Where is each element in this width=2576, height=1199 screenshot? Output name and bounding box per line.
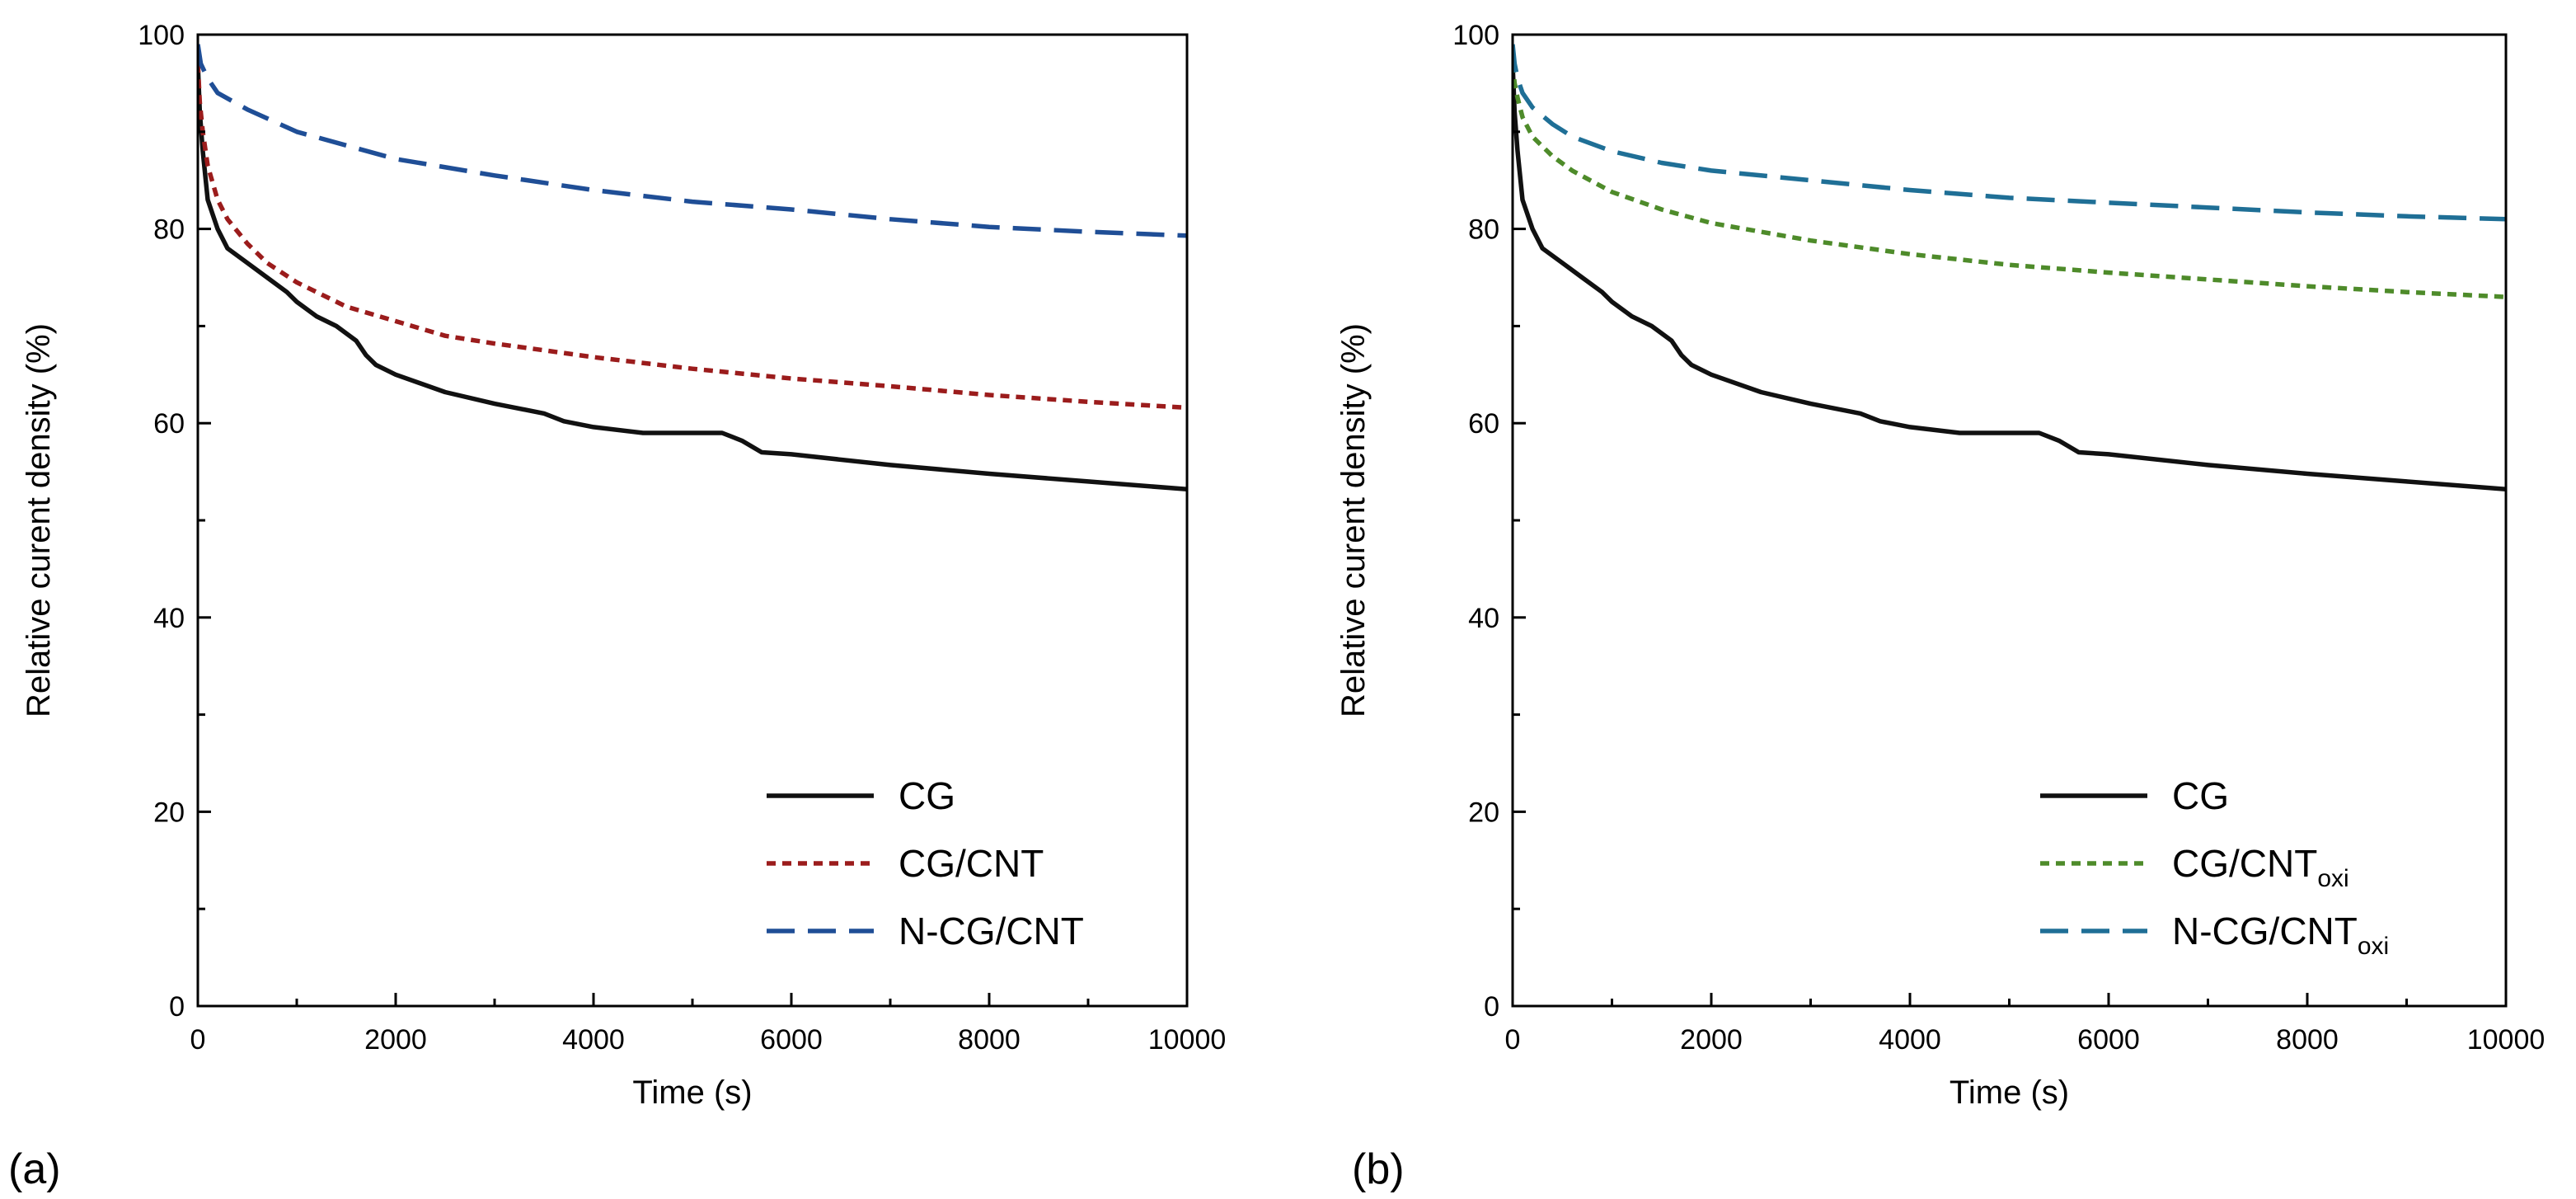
series-line-cg-cnt <box>198 63 1187 411</box>
legend-label: N-CG/CNToxi <box>2172 910 2389 960</box>
y-tick-label: 80 <box>153 214 185 246</box>
y-tick-label: 0 <box>1484 991 1499 1023</box>
series-group <box>198 44 1187 492</box>
series-line-cg <box>198 63 1187 492</box>
x-axis-title: Time (s) <box>632 1074 752 1111</box>
y-tick-label: 100 <box>1452 20 1499 51</box>
y-tick-label: 100 <box>138 20 185 51</box>
x-tick-label: 10000 <box>1148 1024 1227 1056</box>
legend-label: CG <box>2172 774 2229 817</box>
series-line-cg <box>1513 63 2506 492</box>
x-tick-label: 2000 <box>1680 1024 1743 1056</box>
panel-label: (b) <box>1352 1145 1405 1193</box>
panel-label: (a) <box>8 1145 61 1193</box>
legend-label: CG/CNT <box>899 842 1044 885</box>
x-tick-label: 0 <box>190 1024 206 1056</box>
y-tick-label: 20 <box>1468 797 1499 828</box>
y-tick-label: 80 <box>1468 214 1499 246</box>
y-tick-label: 20 <box>153 797 185 828</box>
x-tick-label: 0 <box>1505 1024 1521 1056</box>
legend-label: CG/CNToxi <box>2172 842 2349 892</box>
x-tick-label: 6000 <box>2077 1024 2140 1056</box>
series-line-n-cg-cnt <box>198 44 1187 238</box>
y-tick-label: 60 <box>1468 408 1499 440</box>
y-axis-title: Relative curent density (%) <box>1335 323 1372 717</box>
legend-label: CG <box>899 774 955 817</box>
x-tick-label: 8000 <box>958 1024 1021 1056</box>
series-group <box>1513 44 2506 492</box>
legend: CG CG/CNToxi N-CG/CNToxi <box>2040 774 2389 960</box>
x-tick-label: 4000 <box>562 1024 625 1056</box>
legend: CG CG/CNT N-CG/CNT <box>767 774 1084 952</box>
y-tick-label: 40 <box>153 603 185 634</box>
y-tick-label: 40 <box>1468 603 1499 634</box>
panel-b: 0 2000 4000 6000 8000 10000 0 20 40 60 80 100 Time (… <box>1335 20 2545 1193</box>
x-tick-label: 8000 <box>2276 1024 2339 1056</box>
y-tick-label: 60 <box>153 408 185 440</box>
x-axis-title: Time (s) <box>1950 1074 2069 1111</box>
series-line-n-cg-cnt-oxi <box>1513 44 2506 222</box>
legend-label: N-CG/CNT <box>899 910 1084 952</box>
panel-a: 0 2000 4000 6000 8000 10000 0 20 40 60 80 100 Time (… <box>8 20 1226 1193</box>
y-axis-title: Relative curent density (%) <box>21 323 57 717</box>
y-tick-label: 0 <box>169 991 185 1023</box>
series-line-cg-cnt-oxi <box>1513 63 2506 299</box>
x-tick-label: 6000 <box>760 1024 823 1056</box>
x-tick-label: 10000 <box>2467 1024 2546 1056</box>
plot-frame <box>1511 33 2508 1008</box>
x-tick-label: 2000 <box>364 1024 427 1056</box>
x-tick-label: 4000 <box>1879 1024 1941 1056</box>
